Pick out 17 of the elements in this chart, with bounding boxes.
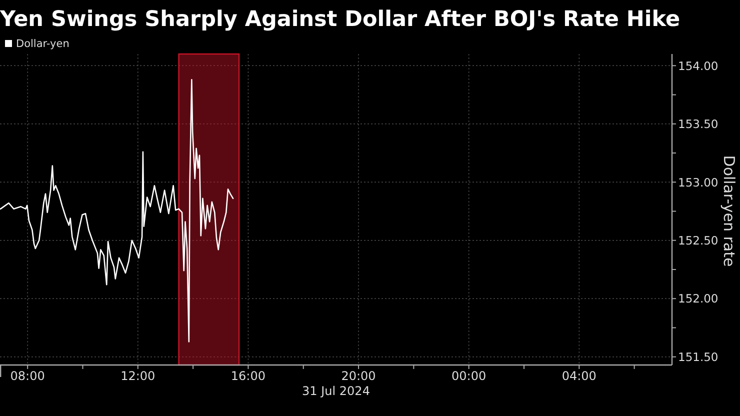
legend-label: Dollar-yen [16, 38, 70, 50]
x-tick-label: 20:00 [341, 369, 376, 383]
x-tick-label: 08:00 [10, 369, 45, 383]
x-tick-label: 04:00 [562, 369, 596, 383]
text: 31 Jul 2024 [302, 384, 370, 398]
x-tick-label: 12:00 [120, 369, 156, 383]
x-tick-label: 00:00 [452, 369, 486, 383]
y-axis-title: Dollar-yen rate [720, 155, 738, 267]
y-tick-label: 151.50 [678, 350, 718, 364]
line-series [0, 78, 234, 342]
y-tick-label: 154.00 [678, 58, 718, 73]
chart-title: Yen Swings Sharply Against Dollar After BOJ's Rate Hike [0, 7, 680, 32]
y-tick-label: 153.00 [678, 175, 718, 190]
x-tick-label: 16:00 [230, 369, 266, 383]
y-tick-label: 152.50 [678, 234, 718, 248]
y-tick-label: 152.00 [678, 292, 718, 306]
y-tick-label: 153.50 [678, 117, 718, 132]
